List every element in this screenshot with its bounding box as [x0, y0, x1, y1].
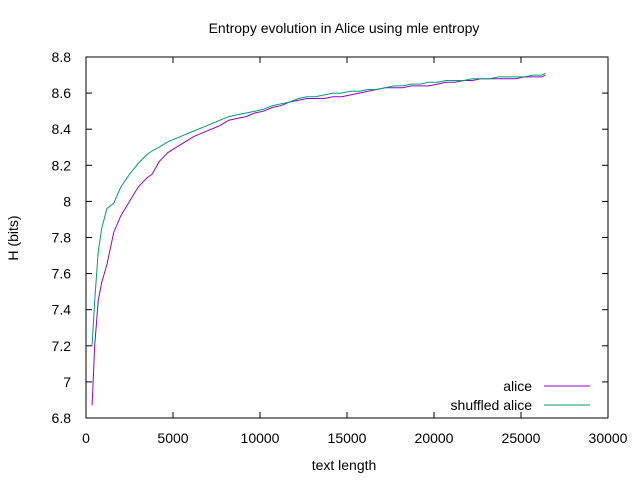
y-tick-label: 7.2	[52, 338, 72, 354]
y-tick-label: 7.8	[52, 230, 72, 246]
x-tick-label: 5000	[157, 430, 188, 446]
legend-label: alice	[503, 378, 532, 394]
y-tick-label: 8.2	[52, 157, 72, 173]
legend-label: shuffled alice	[451, 397, 533, 413]
chart-title: Entropy evolution in Alice using mle ent…	[209, 20, 480, 36]
x-tick-label: 25000	[502, 430, 541, 446]
y-tick-label: 8.4	[52, 121, 72, 137]
series-line-1	[91, 74, 546, 406]
x-axis-label: text length	[312, 457, 377, 473]
legend: alice shuffled alice	[451, 378, 590, 413]
x-tick-label: 20000	[415, 430, 454, 446]
plot-border	[85, 56, 609, 419]
y-tick-label: 8.6	[52, 85, 72, 101]
x-tick-label: 15000	[328, 430, 367, 446]
y-tick-label: 7.6	[52, 266, 72, 282]
y-axis-label: H (bits)	[5, 215, 21, 260]
y-tick-label: 7.4	[52, 302, 72, 318]
y-tick-label: 7	[63, 374, 71, 390]
y-tick-label: 6.8	[52, 410, 72, 426]
series-line-2	[91, 72, 546, 346]
x-tick-label: 0	[82, 430, 90, 446]
y-tick-label: 8.8	[52, 49, 72, 65]
x-axis: 0 5000 10000 15000 20000 25000 30000	[82, 57, 628, 446]
x-tick-label: 10000	[241, 430, 280, 446]
x-tick-label: 30000	[589, 430, 628, 446]
series-lines	[91, 72, 546, 406]
y-tick-label: 8	[63, 193, 71, 209]
y-axis: 6.8 7 7.2 7.4 7.6 7.8 8 8.2 8.4 8.6 8.8	[52, 49, 608, 426]
